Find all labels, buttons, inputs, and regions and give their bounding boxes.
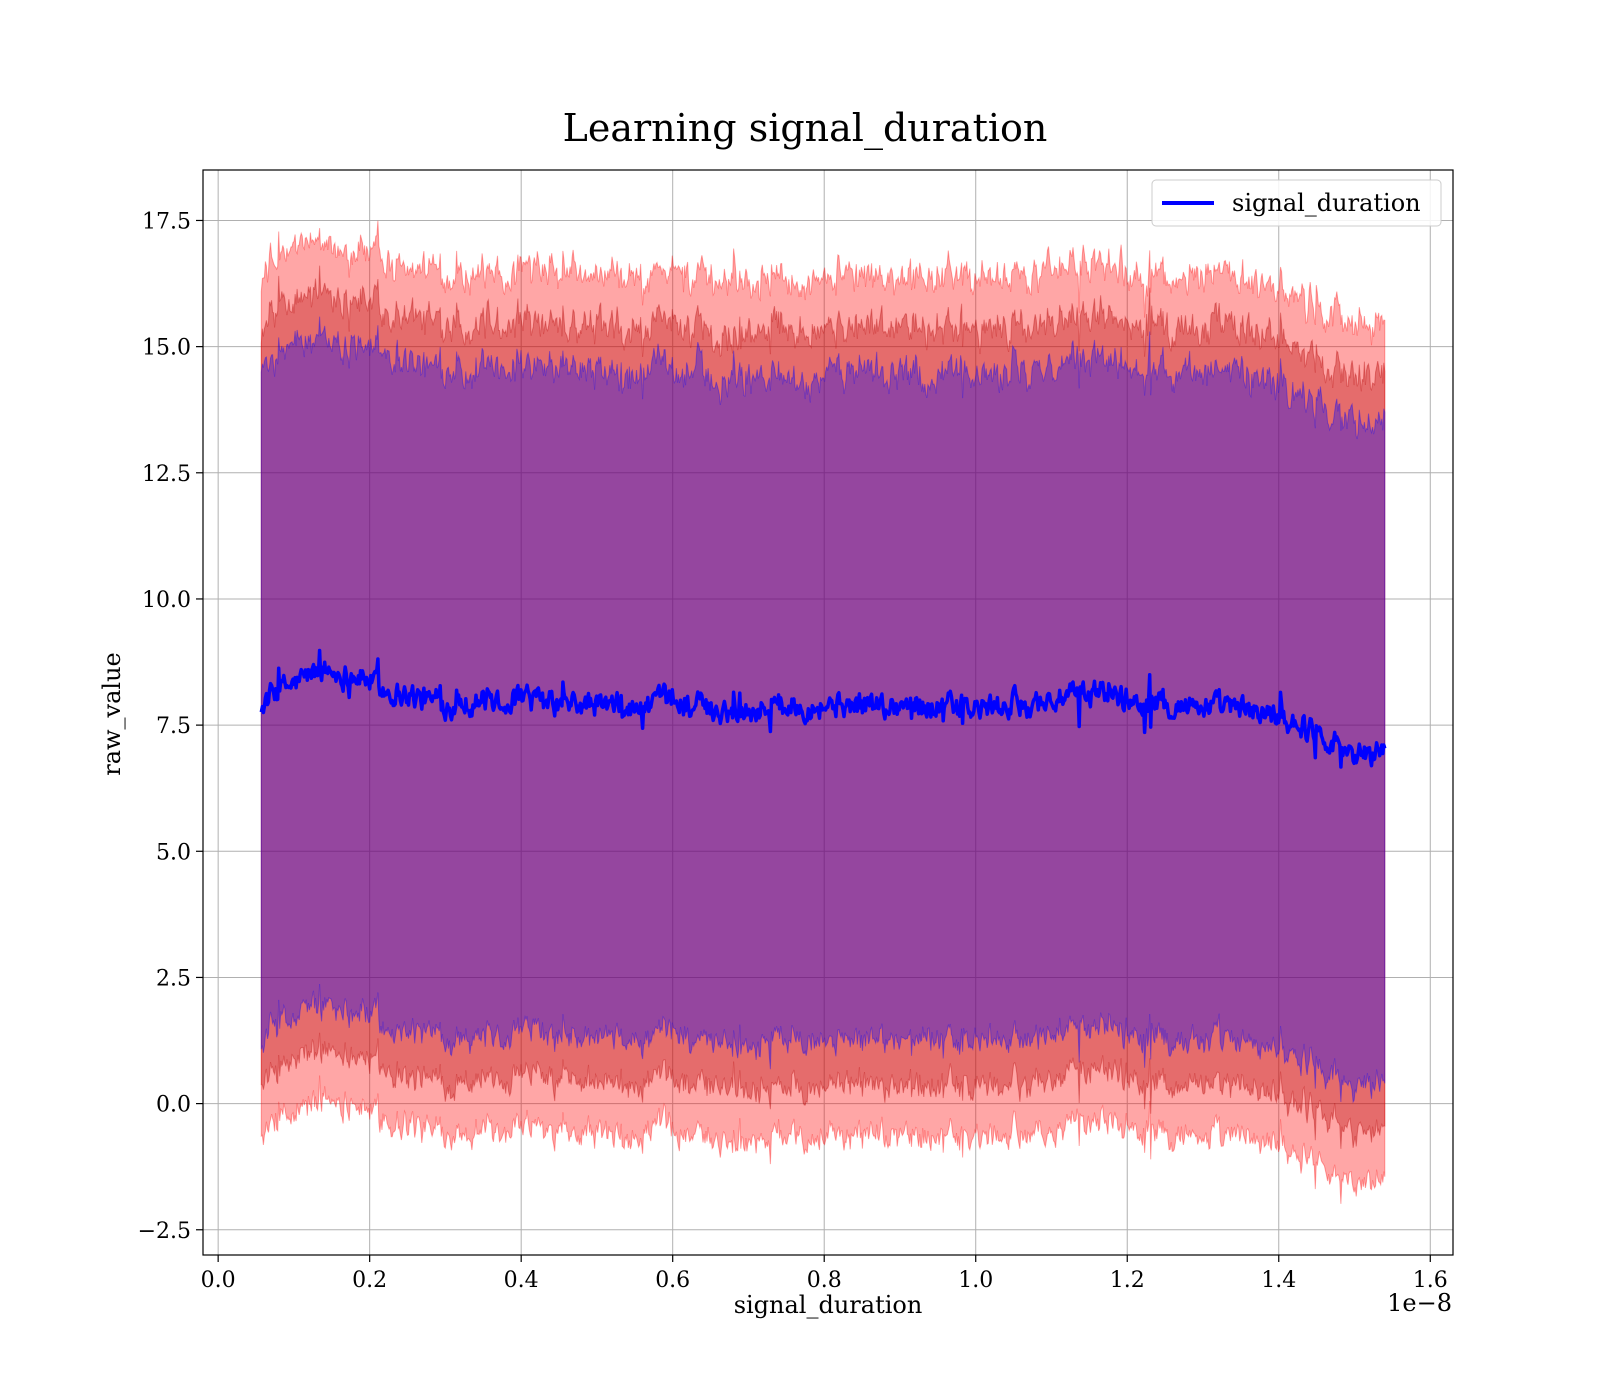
chart-title: Learning signal_duration bbox=[563, 106, 1048, 151]
series-line-signal_duration bbox=[259, 648, 1387, 769]
y-tick-label: 7.5 bbox=[156, 714, 191, 739]
y-axis: −2.5 0.0 2.5 5.0 7.5 10.0 12.5 15.0 17.5 bbox=[138, 209, 203, 1244]
x-offset-label: 1e−8 bbox=[1387, 1289, 1452, 1317]
legend-entry-label: signal_duration bbox=[1232, 189, 1421, 217]
legend-box bbox=[1151, 179, 1442, 227]
x-tick-label: 0.6 bbox=[655, 1268, 690, 1293]
x-tick-label: 0.4 bbox=[504, 1268, 539, 1293]
x-tick-label: 0.0 bbox=[201, 1268, 236, 1293]
confidence-band bbox=[260, 220, 1386, 1204]
y-tick-label: 2.5 bbox=[156, 966, 191, 991]
x-tick-label: 1.6 bbox=[1413, 1268, 1448, 1293]
y-tick-label: 12.5 bbox=[142, 462, 191, 487]
legend: signal_duration bbox=[1151, 179, 1442, 227]
plot-area bbox=[203, 170, 1453, 1255]
y-tick-label: 10.0 bbox=[142, 588, 191, 613]
y-tick-label: 5.0 bbox=[156, 840, 191, 865]
x-tick-label: 1.2 bbox=[1110, 1268, 1145, 1293]
x-tick-label: 0.2 bbox=[352, 1268, 387, 1293]
y-tick-label: 15.0 bbox=[142, 336, 191, 361]
x-tick-label: 0.8 bbox=[807, 1268, 842, 1293]
axes-frame bbox=[202, 169, 1454, 1256]
y-tick-label: 0.0 bbox=[156, 1093, 191, 1118]
y-tick-label: −2.5 bbox=[138, 1219, 191, 1244]
x-axis: 0.0 0.2 0.4 0.6 0.8 1.0 1.2 1.4 1.6 bbox=[201, 1255, 1448, 1293]
x-axis-label: signal_duration bbox=[734, 1291, 923, 1319]
x-tick-label: 1.0 bbox=[958, 1268, 993, 1293]
x-tick-label: 1.4 bbox=[1261, 1268, 1296, 1293]
y-tick-label: 17.5 bbox=[142, 209, 191, 234]
y-axis-label: raw_value bbox=[98, 652, 126, 776]
